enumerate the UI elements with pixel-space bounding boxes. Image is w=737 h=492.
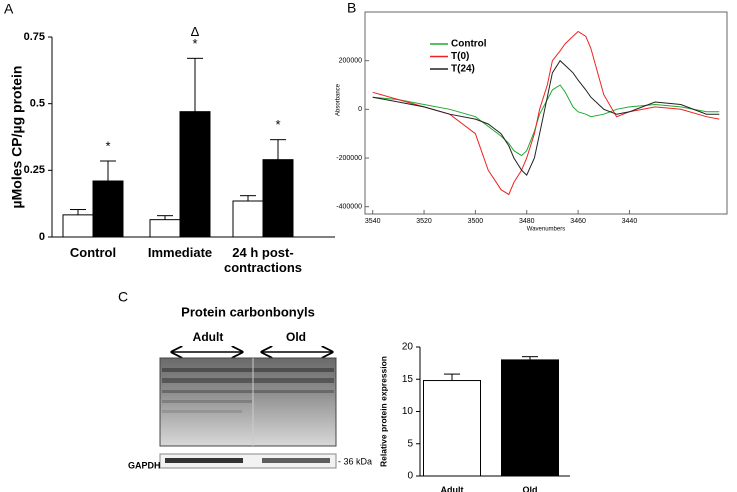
annotation: *: [192, 36, 197, 51]
blot-title: Protein carbonbonyls: [181, 304, 315, 319]
y-tick-label: 0: [358, 106, 362, 113]
y-tick-label: -400000: [336, 204, 362, 211]
x-tick-label: 3500: [468, 218, 484, 225]
spectrum-line: [372, 30, 720, 196]
blot-group: Adult: [193, 330, 224, 344]
bar: [149, 219, 181, 238]
bar: [423, 380, 481, 477]
x-tick-label: Control: [69, 245, 117, 260]
x-tick-label: Old: [522, 485, 538, 492]
panel-label: A: [4, 1, 14, 17]
y-tick-label: 0.5: [30, 98, 45, 110]
y-tick-label: 200000: [339, 58, 362, 65]
gapdh-band: [159, 453, 337, 469]
bar: [262, 159, 294, 238]
y-tick-label: -200000: [336, 155, 362, 162]
y-axis-label: µMoles CP/µg protein: [9, 66, 25, 209]
legend-label: T(24): [451, 64, 475, 75]
bar: [62, 214, 94, 238]
size-marker: - 36 kDa: [338, 456, 372, 466]
bar: [501, 359, 559, 477]
panel-label: B: [347, 0, 356, 16]
y-tick-label: 5: [407, 438, 413, 449]
annotation: *: [275, 117, 280, 132]
legend-label: Control: [451, 39, 487, 50]
x-tick-label: 3460: [570, 218, 586, 225]
y-axis-label: Relative protein expression: [378, 356, 388, 467]
x-tick-label: Adult: [440, 485, 464, 492]
bar: [92, 180, 124, 238]
loading-control: GAPDH: [128, 460, 161, 470]
y-tick-label: 0.25: [24, 164, 45, 176]
plot-frame: [364, 11, 728, 215]
annotation: *: [105, 138, 110, 153]
x-tick-label: Immediate: [147, 245, 213, 260]
x-tick-label: 3540: [365, 218, 381, 225]
y-tick-label: 0: [407, 471, 413, 482]
annotation: Δ: [191, 24, 200, 39]
blot-image: [159, 357, 337, 447]
y-tick-label: 15: [402, 374, 414, 385]
y-tick-label: 10: [402, 406, 414, 417]
legend-label: T(0): [451, 51, 469, 62]
x-axis-label: Wavenumbers: [527, 227, 565, 233]
y-tick-label: 0.75: [24, 31, 45, 43]
y-tick-label: 20: [402, 342, 414, 353]
x-tick-label: 3440: [622, 218, 638, 225]
bar: [232, 200, 264, 238]
x-tick-label: 24 h post-contractions: [223, 245, 302, 275]
y-axis-label: Absorbance: [336, 83, 342, 116]
bar: [179, 111, 211, 238]
blot-group: Old: [286, 330, 306, 344]
panel-label: C: [118, 289, 128, 305]
y-tick-label: 0: [39, 231, 45, 243]
x-tick-label: 3520: [416, 218, 432, 225]
x-tick-label: 3480: [519, 218, 535, 225]
spectrum-line: [372, 59, 720, 176]
